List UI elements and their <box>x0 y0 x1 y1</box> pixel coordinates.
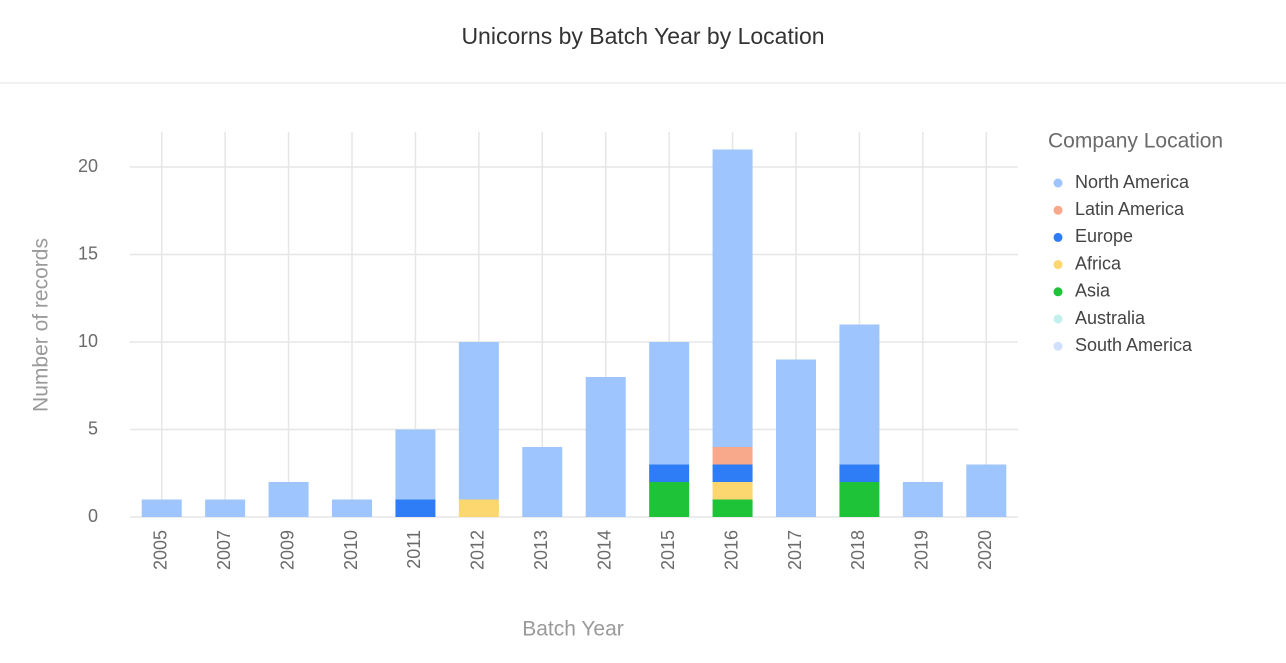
x-tick-label: 2005 <box>150 530 170 570</box>
y-tick-label: 5 <box>88 418 98 438</box>
chart-title: Unicorns by Batch Year by Location <box>461 23 824 49</box>
x-tick-label: 2011 <box>404 530 424 569</box>
legend-label: Asia <box>1075 281 1111 301</box>
y-tick-label: 20 <box>78 156 98 176</box>
bar-segment <box>712 464 753 482</box>
legend-title: Company Location <box>1048 130 1223 153</box>
bar-segment <box>395 499 436 517</box>
bar-segment <box>776 359 816 517</box>
y-tick-label: 15 <box>78 243 98 263</box>
x-tick-label: 2015 <box>658 530 678 570</box>
bar-segment <box>712 482 753 500</box>
legend-marker <box>1053 341 1063 351</box>
x-tick-label: 2012 <box>468 530 488 570</box>
bar-segment <box>712 447 753 465</box>
x-tick-label: 2014 <box>594 530 614 570</box>
legend-marker <box>1053 205 1063 215</box>
legend-label: Australia <box>1075 308 1146 328</box>
bar-segment <box>141 499 182 517</box>
bar-segment <box>522 447 563 517</box>
bar-segment <box>649 482 690 517</box>
bar-segment <box>268 482 309 517</box>
bar-segment <box>332 499 372 517</box>
bar-segment <box>839 482 880 517</box>
legend-label: Latin America <box>1075 199 1185 219</box>
bar-segment <box>585 377 626 517</box>
y-tick-label: 0 <box>88 506 98 526</box>
y-axis-title: Number of records <box>30 238 53 412</box>
legend-label: Africa <box>1075 253 1122 273</box>
x-tick-label: 2020 <box>975 530 995 570</box>
x-tick-label: 2018 <box>848 530 868 570</box>
legend-label: North America <box>1075 172 1190 192</box>
legend-marker <box>1053 260 1063 270</box>
x-tick-label: 2013 <box>531 530 551 570</box>
bar-segment <box>395 429 436 500</box>
bar-segment <box>712 149 753 447</box>
bar-segment <box>458 342 499 500</box>
legend-label: South America <box>1075 335 1193 355</box>
x-tick-label: 2007 <box>214 530 234 570</box>
legend-marker <box>1053 232 1063 242</box>
bar-segment <box>649 464 690 482</box>
bar-segment <box>205 499 246 517</box>
bar-segment <box>839 324 880 465</box>
x-tick-label: 2016 <box>721 530 741 570</box>
legend-label: Europe <box>1075 226 1133 246</box>
x-tick-label: 2017 <box>785 530 805 570</box>
bar-segment <box>649 342 690 465</box>
x-tick-label: 2010 <box>341 530 361 570</box>
bar-segment <box>902 482 943 517</box>
x-tick-label: 2019 <box>912 530 932 570</box>
legend-marker <box>1053 287 1063 297</box>
y-tick-label: 10 <box>78 331 98 351</box>
bar-segment <box>966 464 1007 517</box>
legend-marker <box>1053 314 1063 324</box>
x-axis-title: Batch Year <box>522 618 624 641</box>
bar-segment <box>712 499 753 517</box>
legend-marker <box>1053 178 1063 188</box>
x-tick-label: 2009 <box>277 530 297 570</box>
bar-segment <box>458 499 499 517</box>
bar-segment <box>839 464 880 482</box>
